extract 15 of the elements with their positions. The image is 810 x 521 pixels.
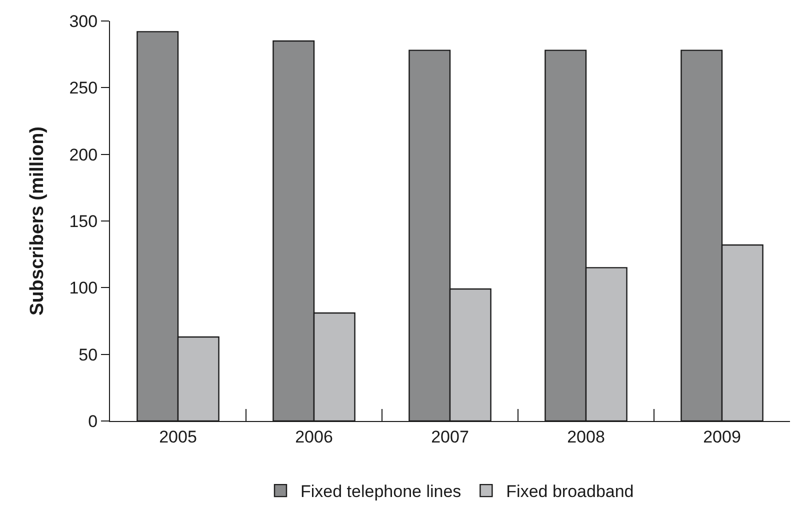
legend-label: Fixed broadband: [506, 482, 634, 502]
x-tick-label: 2005: [159, 427, 197, 446]
y-tick-label: 250: [69, 78, 98, 98]
y-axis-title: Subscribers (million): [27, 126, 48, 316]
y-tick-label: 200: [69, 145, 98, 164]
x-tick-label: 2008: [567, 427, 605, 446]
y-tick-label: 100: [69, 278, 98, 298]
y-tick-label: 0: [88, 412, 98, 431]
y-tick-label: 50: [78, 345, 98, 364]
x-tick-label: 2007: [431, 427, 469, 446]
legend-label: Fixed telephone lines: [300, 482, 462, 502]
x-tick-label: 2009: [703, 427, 741, 446]
y-tick-label: 300: [69, 12, 98, 31]
y-tick-label: 150: [69, 212, 98, 231]
x-tick-label: 2006: [295, 427, 333, 446]
